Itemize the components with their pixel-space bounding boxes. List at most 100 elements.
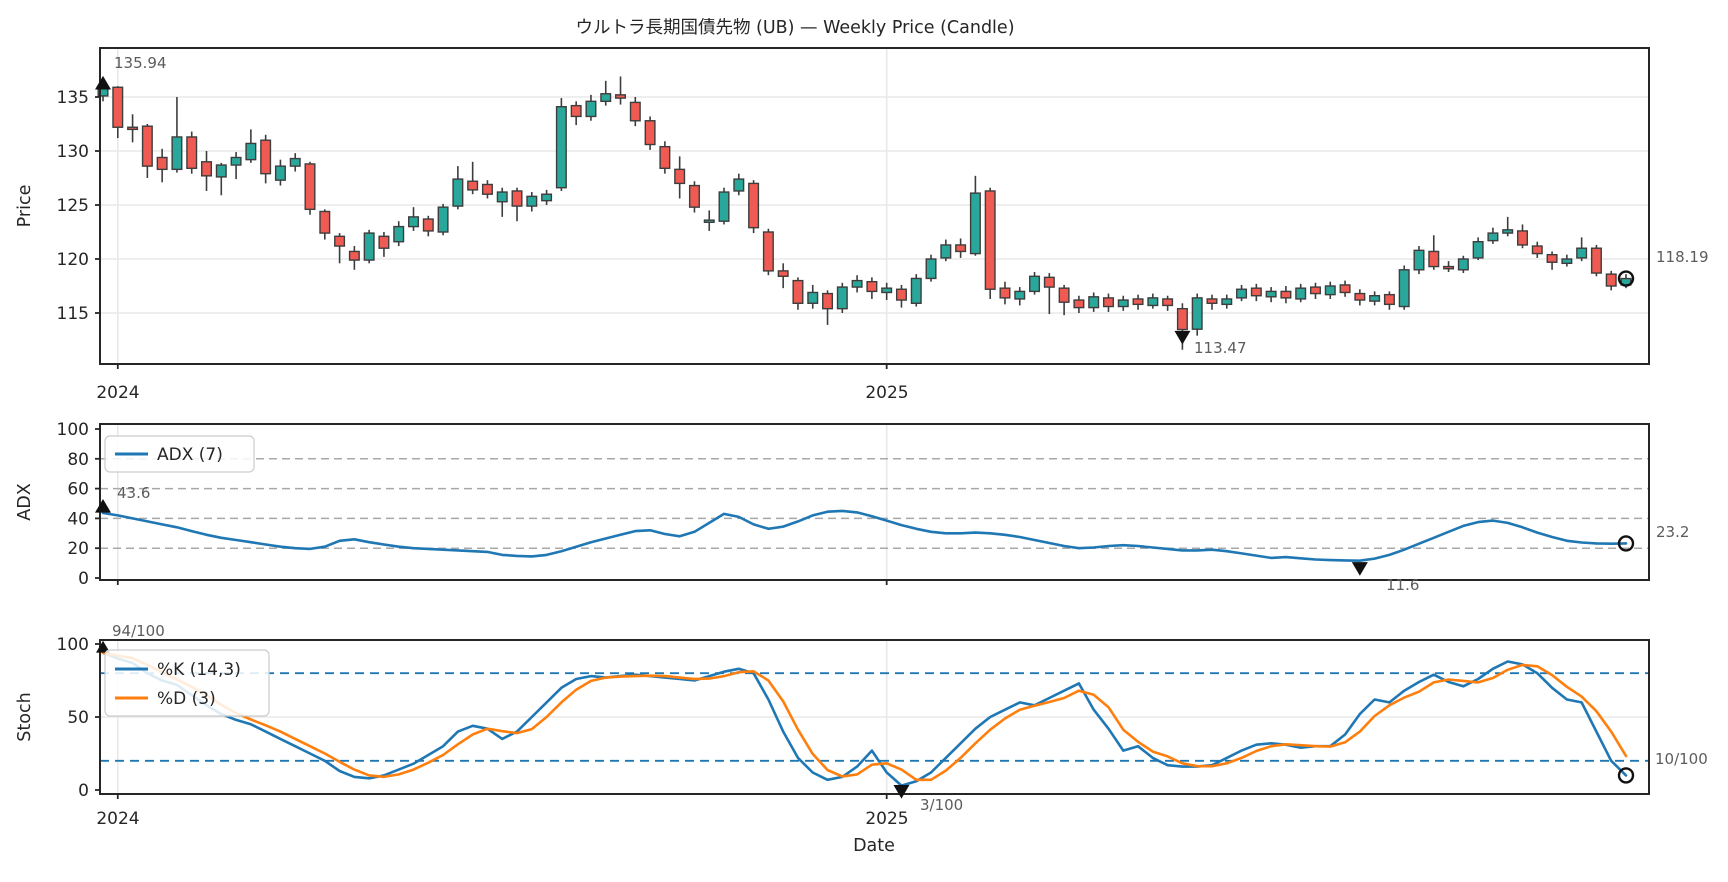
series [97, 76, 1632, 787]
candlestick-series [97, 76, 1632, 350]
candle-body [1221, 298, 1233, 306]
candle-body [807, 291, 819, 304]
chart-title: ウルトラ長期国債先物 (UB) — Weekly Price (Candle) [575, 18, 1014, 38]
stoch-ytick-label: 50 [67, 708, 89, 728]
adx-min-marker [1351, 562, 1368, 576]
candle-body [1369, 295, 1381, 302]
candle-body [792, 279, 804, 304]
candle-body [141, 125, 153, 167]
candle-body [408, 216, 420, 228]
stoch-d-line [101, 651, 1628, 782]
adx-last-marker [1617, 535, 1635, 552]
candle-body [1590, 247, 1602, 274]
candle-body [1058, 287, 1070, 303]
candle-body [1043, 276, 1055, 288]
candle-body [895, 288, 907, 301]
candle-body [866, 280, 878, 293]
candle-body [555, 106, 567, 189]
candle-body [467, 180, 479, 191]
candle-body [201, 161, 213, 177]
candle-body [718, 191, 730, 222]
candle-body [659, 145, 671, 169]
candle-body [703, 219, 715, 223]
adx-first-marker [95, 499, 111, 513]
candle-body [881, 287, 893, 294]
candle-body [1132, 298, 1144, 306]
candle-body [1236, 288, 1248, 299]
candle-body [481, 183, 493, 195]
stoch-k-legend-label: %K (14,3) [157, 660, 241, 680]
candle-body [733, 178, 745, 192]
candle-body [452, 178, 464, 207]
candle-body [688, 184, 700, 208]
candle-body [274, 165, 286, 181]
price-ytick-label: 120 [57, 250, 89, 270]
last-close-annotation: 118.19 [1656, 248, 1709, 266]
candle-body [526, 195, 538, 207]
adx-first-annotation: 43.6 [117, 484, 150, 502]
candle-body [585, 100, 597, 118]
candle-body [1295, 287, 1307, 300]
adx-legend-label: ADX (7) [157, 445, 223, 465]
candle-body [644, 120, 656, 146]
stoch-min-annotation: 3/100 [920, 796, 963, 814]
candle-body [777, 270, 789, 277]
price-ytick-label: 135 [57, 88, 89, 108]
candle-body [230, 156, 242, 166]
candle-body [1561, 258, 1573, 265]
axes: 115 120 125 130 135 0 20 40 60 80 100 0 50 100 [57, 47, 1650, 801]
candle-body [496, 191, 508, 203]
candle-body [629, 101, 641, 122]
candle-body [1324, 285, 1336, 296]
max-close-annotation: 135.94 [114, 54, 167, 72]
price-max-marker [95, 75, 111, 90]
candle-body [186, 136, 198, 169]
candle-body [112, 86, 124, 128]
candle-body [1014, 290, 1026, 300]
candle-body [215, 164, 227, 178]
adx-ytick-label: 100 [57, 420, 89, 440]
candle-body [511, 190, 523, 207]
candle-body [762, 231, 774, 272]
stoch-ytick-label: 100 [57, 635, 89, 655]
candle-body [334, 235, 346, 247]
candle-body [1531, 245, 1543, 255]
candle-body [1413, 249, 1425, 271]
stoch-xtick-2024: 2024 [96, 809, 139, 829]
candle-body [245, 142, 257, 161]
candle-body [348, 250, 360, 261]
candle-body [600, 93, 612, 103]
candle-body [1073, 299, 1085, 309]
price-xtick-2025: 2025 [865, 383, 908, 403]
candle-body [1443, 265, 1455, 270]
adx-last-annotation: 23.2 [1656, 523, 1689, 541]
stoch-d-legend-label: %D (3) [157, 689, 216, 709]
candle-body [1487, 232, 1499, 242]
gridlines [100, 48, 1649, 794]
stoch-ytick-label: 0 [78, 781, 89, 801]
candle-body [127, 126, 139, 131]
candle-body [1309, 286, 1321, 295]
candle-body [319, 210, 331, 234]
candle-body [393, 225, 405, 243]
stoch-k-line [101, 651, 1628, 787]
adx-min-annotation: 11.6 [1386, 576, 1419, 594]
adx-ytick-label: 0 [78, 569, 89, 589]
candle-body [1576, 247, 1588, 259]
candle-body [1280, 290, 1292, 299]
candle-body [1605, 273, 1617, 287]
stoch-first-marker [96, 640, 110, 653]
price-xtick-2024: 2024 [96, 383, 139, 403]
candle-body [969, 192, 981, 255]
candle-body [925, 258, 937, 280]
price-axis-label: Price [15, 185, 35, 228]
candle-body [836, 286, 848, 310]
candle-body [570, 104, 582, 118]
candle-body [1029, 275, 1041, 293]
candle-body [437, 206, 449, 233]
adx-ytick-label: 40 [67, 509, 89, 529]
stoch-last-marker [1617, 767, 1635, 784]
candle-body [1102, 297, 1114, 308]
